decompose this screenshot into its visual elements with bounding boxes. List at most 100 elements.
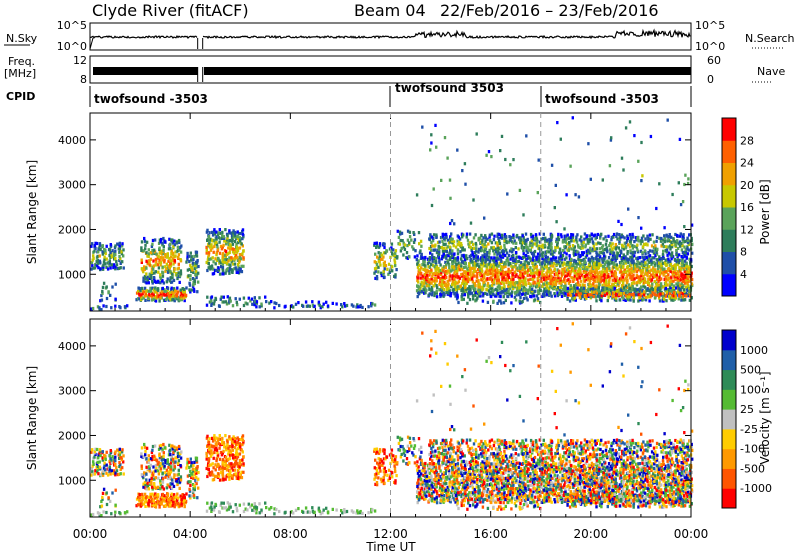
- power-cell: [474, 233, 477, 237]
- power-cell: [660, 236, 663, 241]
- power-cell: [514, 257, 517, 261]
- power-cell: [255, 305, 258, 309]
- power-cell: [118, 250, 121, 255]
- velocity-cell: [143, 492, 147, 496]
- velocity-cell: [99, 473, 102, 477]
- power-cell: [670, 257, 673, 261]
- power-cell: [169, 297, 172, 301]
- power-cell: [434, 259, 438, 263]
- power-cell: [151, 248, 154, 252]
- power-cell: [546, 285, 549, 289]
- velocity-cell: [193, 460, 196, 464]
- power-cell: [163, 260, 166, 264]
- power-cell: [648, 269, 652, 273]
- velocity-cell: [113, 469, 116, 473]
- power-cell: [517, 275, 520, 279]
- power-cell: [249, 299, 252, 303]
- power-cell: [230, 247, 233, 251]
- power-cell: [515, 286, 519, 290]
- power-cell: [423, 260, 426, 264]
- power-cell: [535, 255, 538, 259]
- power-cell: [640, 291, 644, 295]
- power-cell: [502, 275, 505, 279]
- power-cell: [433, 291, 437, 295]
- power-cell: [550, 294, 553, 298]
- velocity-cell: [108, 465, 111, 469]
- power-cell: [556, 245, 559, 249]
- power-cell: [195, 252, 198, 256]
- power-cell: [169, 238, 173, 242]
- power-cell: [541, 294, 544, 298]
- power-cell: [188, 267, 191, 271]
- power-cell: [157, 255, 160, 259]
- velocity-cell: [178, 480, 182, 484]
- power-cell: [686, 247, 689, 251]
- power-cell: [451, 277, 454, 281]
- power-cell: [504, 273, 508, 277]
- power-cell: [145, 289, 149, 293]
- velocity-cell: [148, 482, 152, 487]
- power-cell: [435, 145, 438, 149]
- power-cell: [585, 234, 589, 238]
- power-cell: [687, 279, 690, 283]
- power-cell: [216, 245, 219, 249]
- power-cell: [552, 255, 555, 259]
- power-cell: [600, 294, 603, 298]
- velocity-cell: [158, 464, 161, 468]
- power-cell: [631, 246, 635, 250]
- power-cell: [647, 251, 650, 255]
- power-cell: [98, 254, 101, 258]
- velocity-cell: [205, 466, 208, 471]
- power-cell: [161, 241, 164, 245]
- power-cell: [605, 287, 609, 291]
- power-cell: [502, 265, 505, 269]
- power-cell: [606, 299, 609, 303]
- power-cell: [663, 277, 666, 281]
- velocity-cell: [224, 459, 227, 463]
- velocity-cell: [173, 465, 176, 469]
- power-cell: [450, 239, 453, 243]
- power-cell: [239, 231, 242, 236]
- velocity-cell: [120, 450, 124, 454]
- power-cell: [253, 299, 256, 303]
- power-cell: [525, 238, 528, 242]
- power-cell: [531, 287, 534, 291]
- power-cell: [166, 286, 170, 290]
- power-cell: [441, 282, 444, 286]
- nsky-label: N.Sky: [6, 32, 38, 45]
- power-cell: [533, 259, 537, 263]
- power-cell: [452, 240, 456, 244]
- freq-unit: [MHz]: [4, 67, 36, 80]
- velocity-cell: [140, 446, 144, 450]
- velocity-cell: [123, 511, 127, 515]
- power-cell: [382, 269, 385, 274]
- power-cell: [192, 270, 195, 274]
- power-cell: [590, 265, 593, 269]
- power-cell: [428, 282, 432, 286]
- power-cell: [686, 252, 690, 256]
- power-cell: [577, 290, 581, 294]
- velocity-cell: [217, 463, 220, 467]
- power-cell: [497, 292, 500, 296]
- power-cell: [674, 263, 677, 267]
- velocity-cell: [109, 472, 112, 476]
- power-cell: [570, 289, 574, 293]
- power-cell: [423, 263, 426, 267]
- power-cell: [587, 282, 590, 287]
- velocity-cell: [228, 472, 232, 476]
- power-cell: [426, 262, 430, 266]
- power-cell: [465, 290, 468, 294]
- velocity-cell: [215, 457, 218, 461]
- power-cell: [97, 250, 100, 254]
- power-cell: [567, 281, 571, 285]
- power-cell: [422, 288, 425, 292]
- power-cell: [631, 287, 635, 291]
- power-cell: [379, 263, 382, 267]
- power-cell: [441, 266, 444, 270]
- power-cell: [168, 266, 171, 270]
- power-cell: [636, 258, 639, 263]
- power-cell: [662, 273, 665, 277]
- power-cell: [539, 300, 542, 305]
- power-cell: [650, 273, 653, 277]
- power-cell: [618, 241, 621, 245]
